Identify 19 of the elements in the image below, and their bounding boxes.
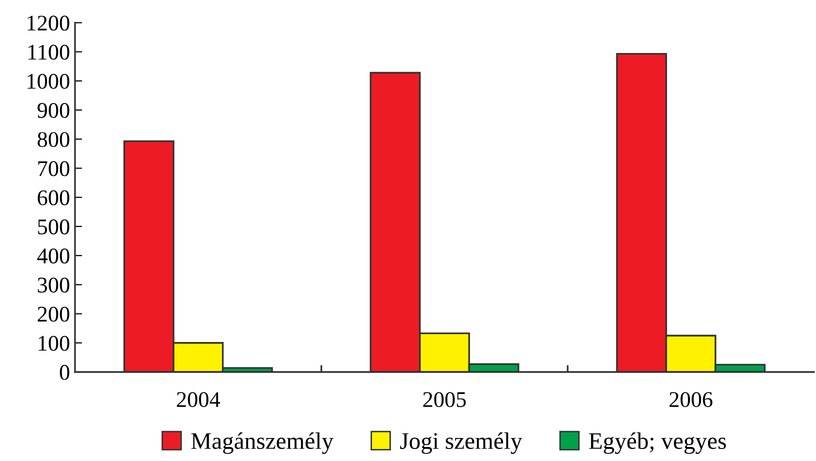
y-tick-label: 200 bbox=[38, 306, 70, 322]
y-tick-label: 900 bbox=[38, 102, 70, 118]
x-tick-label: 2004 bbox=[176, 392, 220, 408]
y-tick-label: 1200 bbox=[28, 16, 70, 31]
legend-label: Jogi személy bbox=[400, 432, 522, 454]
y-tick-label: 0 bbox=[60, 364, 70, 380]
y-tick-label: 300 bbox=[38, 278, 70, 293]
y-tick-label: 800 bbox=[38, 132, 70, 148]
y-tick-label: 400 bbox=[37, 248, 70, 264]
y-tick-label: 1000 bbox=[28, 74, 70, 89]
x-tick-label: 2006 bbox=[670, 392, 712, 408]
y-tick-label: 700 bbox=[38, 161, 70, 176]
y-tick-label: 500 bbox=[38, 219, 70, 234]
y-tick-label: 1100 bbox=[28, 44, 70, 60]
y-tick-label: 100 bbox=[38, 336, 70, 351]
y-tick-label: 600 bbox=[38, 190, 70, 206]
legend-label: Egyéb; vegyes bbox=[589, 432, 726, 454]
legend-label: Magánszemély bbox=[191, 432, 334, 454]
x-tick-label: 2005 bbox=[423, 392, 466, 408]
